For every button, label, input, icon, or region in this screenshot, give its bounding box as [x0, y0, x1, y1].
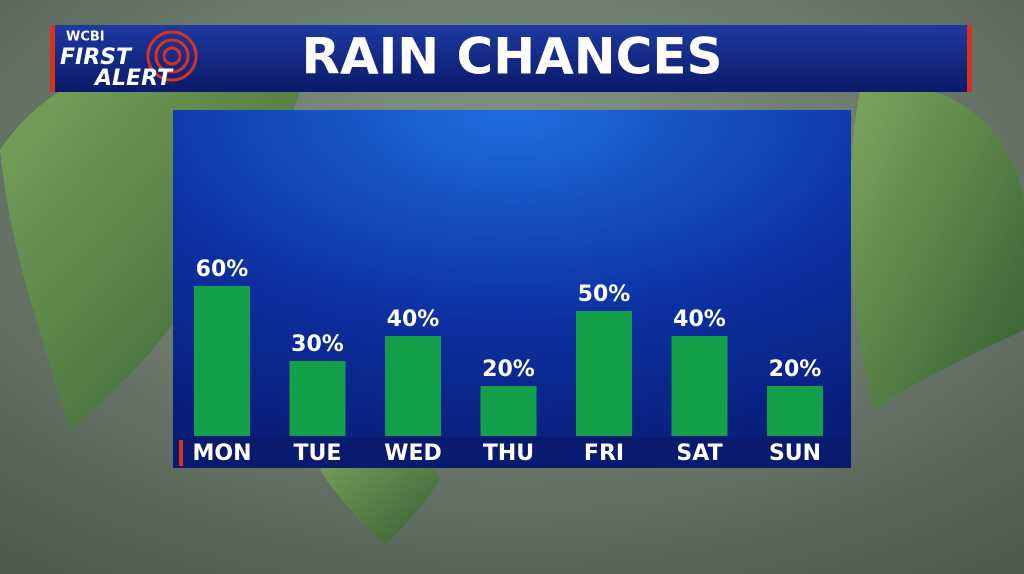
x-tick-label: SAT: [676, 441, 722, 466]
logo-line: FIRST: [60, 45, 133, 70]
strip-accent: [179, 440, 183, 466]
leaf: [849, 85, 1024, 411]
bar: [385, 336, 441, 436]
x-tick-label: SUN: [769, 441, 821, 466]
x-tick-label: TUE: [294, 441, 342, 466]
x-tick-label: MON: [192, 441, 251, 466]
value-label: 20%: [769, 357, 822, 382]
value-label: 20%: [482, 357, 535, 382]
bar: [767, 386, 823, 436]
logo-line: ALERT: [93, 66, 174, 91]
x-tick-label: FRI: [584, 441, 624, 466]
value-label: 40%: [673, 307, 726, 332]
bar: [671, 336, 728, 436]
logo: WCBI FIRST ALERT: [60, 30, 198, 91]
chart-title: RAIN CHANCES: [302, 28, 723, 86]
value-label: 40%: [387, 307, 440, 332]
bar: [576, 311, 632, 436]
bar: [480, 386, 537, 436]
value-label: 50%: [578, 282, 631, 307]
x-tick-label: WED: [384, 441, 442, 466]
value-label: 60%: [196, 257, 249, 282]
x-tick-label: THU: [483, 441, 534, 466]
banner-edge: [967, 25, 972, 92]
category-strip: [173, 437, 851, 468]
bar: [289, 361, 346, 436]
station-name: WCBI: [66, 30, 105, 45]
banner-edge: [50, 25, 55, 92]
header-banner: [52, 25, 972, 92]
value-label: 30%: [291, 332, 344, 357]
bar: [194, 286, 250, 436]
leaf: [320, 444, 440, 545]
